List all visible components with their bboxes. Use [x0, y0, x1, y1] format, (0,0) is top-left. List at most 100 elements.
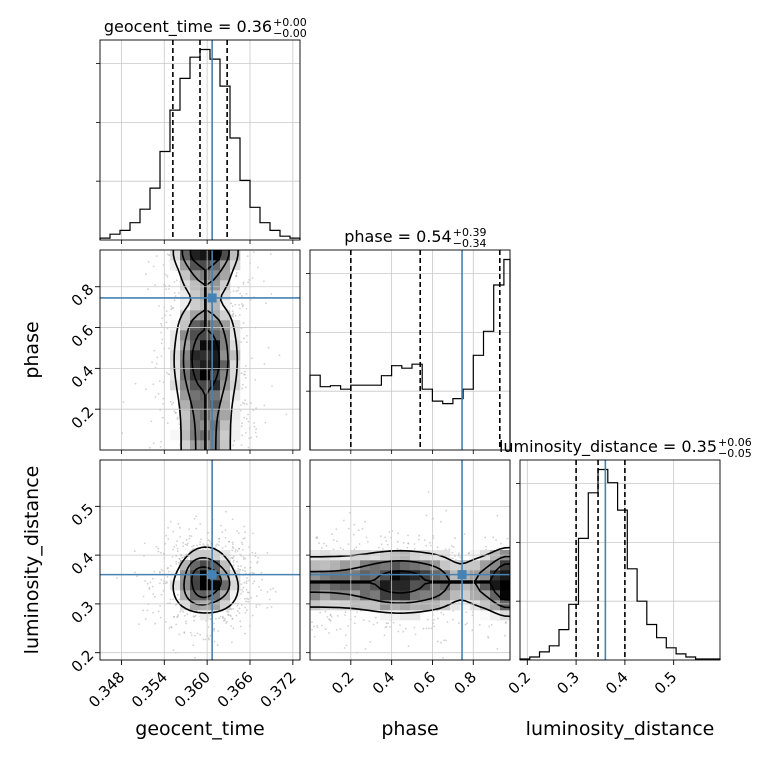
scatter-point — [202, 543, 205, 545]
y-tick-label: 0.2 — [68, 646, 98, 676]
truth-marker — [457, 570, 467, 580]
density-cell — [220, 340, 231, 351]
scatter-point — [166, 276, 169, 278]
scatter-point — [209, 634, 212, 637]
panel-title-lower-geocent_time: −0.00 — [273, 27, 307, 40]
scatter-point — [188, 528, 191, 530]
scatter-point — [240, 541, 243, 544]
scatter-point — [496, 648, 499, 650]
scatter-point — [429, 541, 431, 544]
density-cell — [220, 350, 231, 361]
density-cell — [200, 380, 211, 391]
y-tick-label: 0.3 — [68, 598, 98, 628]
density-cell — [220, 370, 231, 381]
scatter-point — [384, 536, 386, 539]
density-cell — [200, 330, 211, 341]
density-cell — [450, 580, 461, 591]
scatter-point — [433, 625, 436, 628]
scatter-point — [452, 609, 455, 612]
scatter-point — [323, 542, 325, 545]
scatter-point — [231, 618, 234, 620]
scatter-point — [332, 539, 335, 541]
scatter-point — [245, 334, 248, 337]
density-cell — [490, 590, 501, 601]
scatter-point — [176, 550, 179, 553]
scatter-point — [496, 514, 499, 517]
density-cell — [190, 350, 201, 361]
scatter-point — [254, 555, 257, 557]
scatter-point — [241, 305, 244, 308]
density-cell — [310, 580, 321, 591]
scatter-point — [255, 435, 258, 438]
scatter-point — [245, 582, 248, 585]
contour-line — [310, 582, 511, 609]
scatter-point — [199, 523, 202, 525]
density-cell — [210, 600, 221, 611]
density-cell — [190, 290, 201, 301]
scatter-point — [241, 543, 244, 546]
scatter-point — [264, 421, 267, 424]
scatter-point — [152, 593, 155, 595]
scatter-point — [468, 552, 471, 554]
scatter-point — [179, 526, 181, 529]
density-cell — [180, 320, 191, 331]
scatter-point — [325, 545, 328, 547]
scatter-point — [372, 623, 375, 626]
scatter-point — [446, 621, 449, 623]
scatter-point — [324, 628, 327, 631]
scatter-point — [235, 274, 238, 277]
density-cell — [480, 580, 491, 591]
scatter-point — [397, 630, 400, 633]
scatter-point — [257, 266, 259, 269]
scatter-point — [155, 255, 158, 257]
density-cell — [230, 400, 241, 411]
density-cell — [440, 580, 451, 591]
scatter-point — [234, 314, 237, 317]
density-cell — [380, 560, 391, 571]
y-tick-label: 0.5 — [68, 500, 98, 530]
density-cell — [430, 560, 441, 571]
scatter-point — [193, 517, 196, 520]
histogram-panel-phase — [309, 249, 511, 451]
scatter-point — [183, 632, 186, 634]
scatter-point — [357, 529, 360, 532]
scatter-point — [221, 547, 224, 550]
scatter-point — [228, 540, 231, 543]
scatter-point — [177, 593, 179, 596]
scatter-point — [319, 611, 322, 614]
scatter-point — [148, 588, 151, 590]
scatter-point — [244, 557, 247, 560]
density-cell — [180, 270, 191, 281]
density-cell — [390, 610, 401, 621]
scatter-point — [355, 546, 358, 549]
density-cell — [180, 380, 191, 391]
x-tick-label: 0.8 — [450, 668, 480, 698]
scatter-point — [436, 640, 439, 643]
scatter-point — [255, 595, 258, 598]
density-cell — [170, 320, 181, 331]
scatter-point — [364, 648, 367, 650]
density-cell — [190, 320, 201, 331]
density-cell — [210, 330, 221, 341]
scatter-point — [328, 618, 330, 621]
scatter-point — [335, 629, 338, 631]
scatter-point — [169, 565, 172, 567]
density-cell — [470, 590, 481, 601]
scatter-point — [192, 544, 195, 547]
scatter-point — [406, 546, 409, 549]
scatter-point — [245, 432, 247, 434]
density-cell — [190, 280, 201, 291]
density-cell — [200, 560, 211, 571]
density-cell — [200, 580, 211, 591]
histogram-panel-geocent_time — [99, 39, 301, 241]
scatter-point — [250, 596, 253, 599]
density-cell — [440, 600, 451, 611]
scatter-point — [263, 404, 266, 407]
scatter-point — [182, 545, 185, 547]
scatter-point — [392, 621, 395, 624]
scatter-point — [240, 444, 243, 446]
density-cell — [220, 270, 231, 281]
scatter-point — [165, 580, 168, 583]
scatter-point — [488, 625, 490, 628]
scatter-point — [251, 277, 254, 279]
